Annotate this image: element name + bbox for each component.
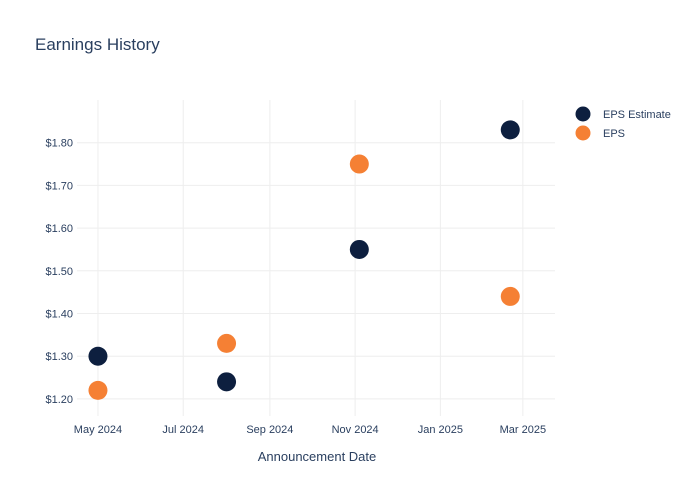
legend-label: EPS Estimate [603,109,671,121]
y-tick-label: $1.20 [45,394,73,406]
y-tick-label: $1.30 [45,351,73,363]
x-tick-label: Sep 2024 [246,424,293,436]
data-point [500,120,520,140]
y-tick-label: $1.70 [45,180,73,192]
x-tick-label: Nov 2024 [332,424,379,436]
chart-title: Earnings History [35,35,160,54]
data-points [88,120,520,400]
legend-item[interactable]: EPS [575,125,626,141]
y-tick-label: $1.80 [45,138,73,150]
x-tick-label: Jul 2024 [162,424,204,436]
legend-label: EPS [603,128,625,140]
x-axis-ticks: May 2024 Jul 2024 Sep 2024 Nov 2024 Jan 2025… [74,424,546,436]
x-axis-title: Announcement Date [258,449,377,464]
series-eps [88,154,520,400]
series-eps-estimate [88,120,520,392]
y-axis-ticks: $1.20 $1.30 $1.40 $1.50 $1.60 $1.70 $1.80 [45,138,73,406]
data-point [88,380,108,400]
grid-lines [77,100,555,416]
x-tick-label: May 2024 [74,424,122,436]
data-point [217,333,237,353]
legend[interactable]: EPS Estimate EPS [575,106,671,141]
data-point [500,286,520,306]
x-tick-label: Mar 2025 [500,424,546,436]
data-point [349,154,369,174]
x-tick-label: Jan 2025 [418,424,463,436]
data-point [88,346,108,366]
legend-item[interactable]: EPS Estimate [575,106,671,122]
data-point [217,372,237,392]
data-point [349,239,369,259]
y-tick-label: $1.60 [45,223,73,235]
y-tick-label: $1.50 [45,266,73,278]
y-tick-label: $1.40 [45,309,73,321]
legend-marker [575,125,591,141]
legend-marker [575,106,591,122]
